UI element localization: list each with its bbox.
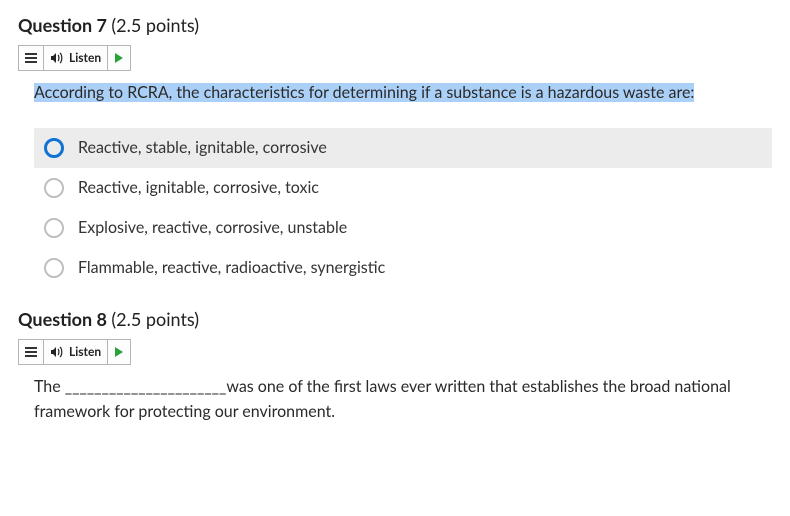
listen-toolbar: Listen: [18, 339, 131, 365]
option-label: Reactive, ignitable, corrosive, toxic: [78, 176, 319, 200]
speaker-icon: [50, 346, 64, 358]
question-header: Question 8 (2.5 points): [18, 306, 772, 333]
option-row[interactable]: Reactive, stable, ignitable, corrosive: [34, 128, 772, 168]
hamburger-icon: [25, 347, 37, 357]
listen-label: Listen: [69, 343, 101, 361]
listen-play-button[interactable]: [108, 340, 130, 364]
play-icon: [114, 346, 124, 358]
prompt-text: The ______________________was one of the…: [34, 377, 731, 421]
question-block: Question 8 (2.5 points) Listen The _____…: [18, 306, 772, 425]
question-body: The ______________________was one of the…: [18, 365, 772, 425]
listen-button[interactable]: Listen: [44, 340, 108, 364]
radio-icon[interactable]: [44, 138, 64, 158]
question-prompt: The ______________________was one of the…: [34, 375, 772, 425]
question-prompt: According to RCRA, the characteristics f…: [34, 81, 772, 106]
radio-icon[interactable]: [44, 258, 64, 278]
option-label: Flammable, reactive, radioactive, synerg…: [78, 256, 385, 280]
speaker-icon: [50, 52, 64, 64]
prompt-text: According to RCRA, the characteristics f…: [34, 83, 694, 102]
option-row[interactable]: Reactive, ignitable, corrosive, toxic: [34, 168, 772, 208]
option-row[interactable]: Flammable, reactive, radioactive, synerg…: [34, 248, 772, 288]
question-block: Question 7 (2.5 points) Listen According…: [18, 12, 772, 288]
question-header: Question 7 (2.5 points): [18, 12, 772, 39]
listen-play-button[interactable]: [108, 46, 130, 70]
radio-icon[interactable]: [44, 178, 64, 198]
listen-toolbar: Listen: [18, 45, 131, 71]
listen-label: Listen: [69, 49, 101, 67]
listen-menu-button[interactable]: [19, 340, 44, 364]
listen-button[interactable]: Listen: [44, 46, 108, 70]
radio-icon[interactable]: [44, 218, 64, 238]
option-label: Explosive, reactive, corrosive, unstable: [78, 216, 347, 240]
question-points: (2.5 points): [111, 14, 199, 36]
question-body: According to RCRA, the characteristics f…: [18, 71, 772, 288]
option-row[interactable]: Explosive, reactive, corrosive, unstable: [34, 208, 772, 248]
question-points: (2.5 points): [111, 308, 199, 330]
option-label: Reactive, stable, ignitable, corrosive: [78, 136, 327, 160]
play-icon: [114, 52, 124, 64]
listen-menu-button[interactable]: [19, 46, 44, 70]
options-list: Reactive, stable, ignitable, corrosive R…: [34, 128, 772, 288]
question-number: Question 8: [18, 308, 107, 330]
hamburger-icon: [25, 53, 37, 63]
question-number: Question 7: [18, 14, 107, 36]
